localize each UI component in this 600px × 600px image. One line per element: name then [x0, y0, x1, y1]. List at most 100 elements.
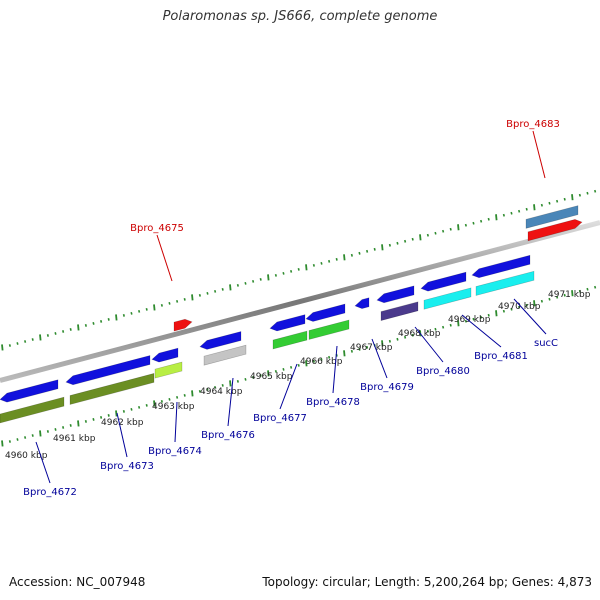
outer-tick	[358, 251, 361, 255]
inner-tick	[540, 299, 543, 303]
gene-bpro-4683-steel	[525, 205, 579, 229]
inner-tick	[358, 347, 361, 351]
inner-tick	[145, 404, 148, 407]
inner-tick	[16, 438, 19, 441]
outer-tick	[487, 217, 490, 221]
gene-label: Bpro_4672	[23, 487, 77, 498]
gene-leader-line	[279, 363, 298, 410]
outer-tick	[335, 257, 338, 261]
outer-tick	[404, 239, 407, 243]
outer-tick	[198, 293, 201, 297]
outer-tick	[77, 324, 80, 331]
outer-tick	[92, 322, 95, 325]
cog-bar-indigo	[380, 301, 419, 321]
outer-tick	[160, 304, 163, 307]
inner-tick	[290, 365, 293, 369]
gene-label: Bpro_4683	[506, 119, 560, 130]
outer-tick	[138, 310, 141, 313]
inner-tick	[69, 424, 72, 427]
outer-tick	[183, 297, 186, 301]
gene-leader-line	[174, 401, 178, 443]
inner-tick	[221, 383, 224, 387]
gene-leader-line	[35, 441, 51, 484]
outer-tick	[69, 328, 72, 331]
inner-tick	[305, 360, 308, 367]
scale-label: 4961 kbp	[53, 434, 96, 444]
outer-tick	[510, 211, 513, 215]
gene-label: Bpro_4679	[360, 382, 414, 393]
outer-tick	[464, 223, 467, 227]
outer-tick	[419, 234, 422, 241]
outer-tick	[115, 314, 118, 321]
inner-tick	[244, 377, 247, 381]
outer-tick	[252, 279, 255, 283]
cog-bar-green	[272, 330, 308, 350]
gene-leader-line	[414, 326, 444, 363]
outer-tick	[556, 199, 559, 203]
gene-label: sucC	[534, 338, 558, 349]
scale-label: 4964 kbp	[200, 387, 243, 397]
gene-leader-line	[461, 314, 502, 348]
inner-tick	[84, 420, 87, 423]
scale-label: 4960 kbp	[5, 451, 48, 461]
inner-tick	[39, 430, 42, 437]
cog-bar-lime	[154, 361, 183, 379]
gene-blue-arrow	[199, 331, 242, 350]
inner-tick	[138, 406, 141, 409]
inner-tick	[457, 320, 460, 327]
outer-tick	[381, 244, 384, 251]
outer-tick	[312, 263, 315, 267]
inner-tick	[381, 340, 384, 347]
inner-tick	[259, 373, 262, 377]
outer-tick	[396, 241, 399, 245]
inner-tick	[350, 349, 353, 353]
inner-tick	[487, 313, 490, 317]
outer-tick	[16, 342, 19, 345]
cog-bar-gray	[203, 344, 247, 366]
outer-tick	[1, 344, 4, 351]
inner-tick	[525, 303, 528, 307]
gene-label: Bpro_4675	[130, 223, 184, 234]
inner-tick	[571, 290, 574, 297]
inner-tick	[214, 385, 217, 389]
inner-tick	[100, 416, 103, 419]
inner-tick	[77, 420, 80, 427]
outer-tick	[39, 334, 42, 341]
inner-tick	[107, 414, 110, 417]
gene-blue-arrow	[471, 254, 531, 279]
inner-tick	[31, 434, 34, 437]
outer-tick	[343, 254, 346, 261]
inner-tick	[366, 345, 369, 349]
outer-tick	[267, 274, 270, 281]
inner-tick	[312, 359, 315, 363]
inner-tick	[502, 309, 505, 313]
inner-tick	[198, 389, 201, 393]
inner-tick	[274, 369, 277, 373]
outer-tick	[578, 193, 581, 197]
gene-blue-arrow	[269, 314, 306, 332]
scale-label: 4963 kbp	[152, 402, 195, 412]
inner-tick	[130, 408, 133, 411]
inner-tick	[46, 430, 49, 433]
inner-tick	[495, 310, 498, 317]
map-title: Polaromonas sp. JS666, complete genome	[162, 9, 438, 24]
inner-tick	[578, 289, 581, 293]
inner-tick	[54, 428, 57, 431]
gene-bpro-4675	[173, 318, 193, 332]
inner-tick	[191, 390, 194, 397]
gene-leader-line	[513, 298, 547, 335]
outer-tick	[46, 334, 49, 337]
inner-tick	[206, 387, 209, 391]
outer-tick	[366, 249, 369, 253]
cog-bar-olive	[0, 396, 65, 424]
inner-tick	[343, 350, 346, 357]
gene-label: Bpro_4674	[148, 446, 202, 457]
cog-bar-cyan	[423, 287, 472, 310]
inner-tick	[122, 410, 125, 413]
outer-tick	[229, 284, 232, 291]
gene-leader-line	[227, 377, 234, 427]
outer-tick	[153, 304, 156, 311]
gene-blue-arrow	[305, 303, 346, 322]
outer-tick	[297, 267, 300, 271]
outer-tick	[426, 233, 429, 237]
